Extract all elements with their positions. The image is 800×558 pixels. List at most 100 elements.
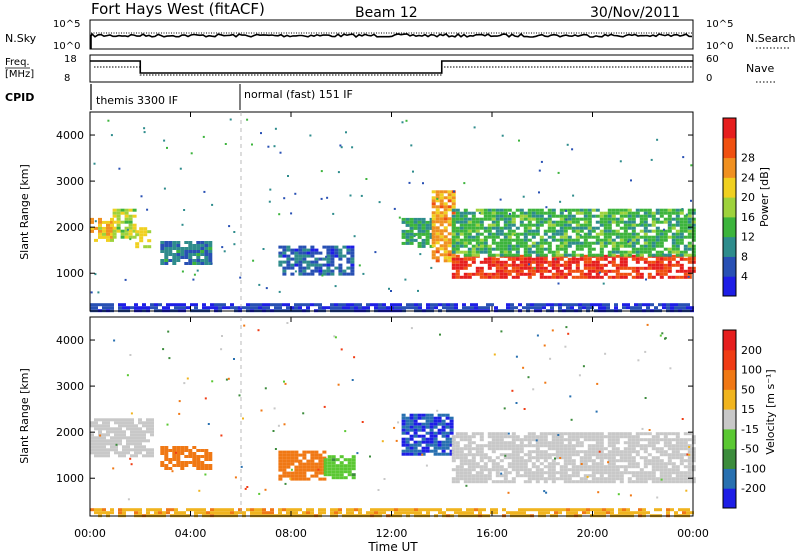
echo-cell xyxy=(146,424,150,428)
echo-cell xyxy=(439,196,444,200)
echo-cell xyxy=(555,456,560,460)
echo-cell xyxy=(583,263,588,267)
echo-cell xyxy=(523,238,528,242)
echo-cell xyxy=(643,456,648,460)
echo-cell xyxy=(546,508,550,512)
echo-cell xyxy=(519,254,524,258)
echo-cell xyxy=(586,303,590,307)
echo-cell xyxy=(471,441,476,445)
echo-cell xyxy=(571,269,576,273)
colorbar-tick-label: -200 xyxy=(741,482,766,495)
echo-cell xyxy=(675,214,680,218)
echo-cell xyxy=(667,441,672,445)
echo-cell xyxy=(486,306,490,310)
echo-cell xyxy=(130,433,134,437)
echo-cell xyxy=(483,468,488,472)
echo-cell xyxy=(507,263,512,267)
echo-cell xyxy=(687,480,692,484)
echo-cell xyxy=(198,511,202,515)
echo-cell xyxy=(222,511,226,515)
echo-cell xyxy=(691,441,696,445)
echo-cell xyxy=(670,508,674,512)
echo-cell xyxy=(662,306,666,310)
echo-cell xyxy=(579,272,584,276)
echo-cell xyxy=(611,263,616,267)
echo-cell xyxy=(475,217,480,221)
echo-cell xyxy=(459,223,464,227)
echo-cell xyxy=(643,226,648,230)
echo-cell xyxy=(583,226,588,230)
colorbar-tick-label: -100 xyxy=(741,462,766,475)
echo-cell xyxy=(655,462,660,466)
echo-cell xyxy=(302,471,307,475)
echo-cell xyxy=(527,456,532,460)
echo-cell xyxy=(122,508,126,512)
echo-cell xyxy=(563,214,568,218)
echo-cell xyxy=(471,462,476,466)
echo-cell xyxy=(124,217,129,221)
echo-cell xyxy=(479,260,484,264)
echo-cell xyxy=(559,438,564,442)
echo-cell xyxy=(483,247,488,251)
echo-cell xyxy=(346,508,350,512)
echo-speck xyxy=(351,146,354,149)
echo-cell xyxy=(635,253,640,257)
echo-cell xyxy=(575,450,580,454)
echo-cell xyxy=(563,480,568,484)
echo-cell xyxy=(435,235,440,239)
echo-cell xyxy=(499,241,504,245)
echo-cell xyxy=(499,214,504,218)
echo-cell xyxy=(433,419,438,423)
echo-cell xyxy=(254,306,258,310)
echo-cell xyxy=(667,444,672,448)
echo-cell xyxy=(559,226,564,230)
echo-cell xyxy=(338,254,343,258)
echo-cell xyxy=(314,471,319,475)
echo-cell xyxy=(318,306,322,310)
echo-speck xyxy=(93,162,96,165)
echo-cell xyxy=(611,232,616,236)
echo-cell xyxy=(571,474,576,478)
echo-cell xyxy=(347,458,352,462)
echo-cell xyxy=(286,266,291,270)
echo-cell xyxy=(122,433,126,437)
echo-cell xyxy=(647,263,652,267)
echo-cell xyxy=(543,471,548,475)
echo-cell xyxy=(647,229,652,233)
echo-cell xyxy=(663,444,668,448)
echo-cell xyxy=(515,462,520,466)
echo-speck xyxy=(637,359,640,362)
echo-cell xyxy=(306,477,311,481)
echo-cell xyxy=(449,428,454,432)
echo-cell xyxy=(318,266,323,270)
echo-cell xyxy=(623,223,628,227)
echo-cell xyxy=(445,437,450,441)
echo-cell xyxy=(539,263,544,267)
echo-cell xyxy=(535,211,540,215)
echo-cell xyxy=(314,251,319,255)
echo-cell xyxy=(675,238,680,242)
echo-cell xyxy=(671,238,676,242)
echo-cell xyxy=(102,436,106,440)
echo-cell xyxy=(559,432,564,436)
echo-cell xyxy=(459,447,464,451)
echo-cell xyxy=(615,247,620,251)
echo-cell xyxy=(278,468,283,472)
echo-cell xyxy=(90,424,94,428)
echo-cell xyxy=(571,226,576,230)
echo-cell xyxy=(172,446,177,449)
echo-cell xyxy=(567,480,572,484)
echo-cell xyxy=(571,468,576,472)
echo-cell xyxy=(599,223,604,227)
echo-cell xyxy=(515,253,520,257)
echo-cell xyxy=(651,275,656,279)
echo-cell xyxy=(463,447,468,451)
echo-cell xyxy=(459,462,464,466)
echo-cell xyxy=(519,214,524,218)
echo-cell xyxy=(539,253,544,257)
echo-cell xyxy=(663,232,668,236)
echo-speck xyxy=(685,213,688,216)
echo-cell xyxy=(574,303,578,307)
echo-speck xyxy=(690,164,693,167)
echo-speck xyxy=(543,344,546,347)
